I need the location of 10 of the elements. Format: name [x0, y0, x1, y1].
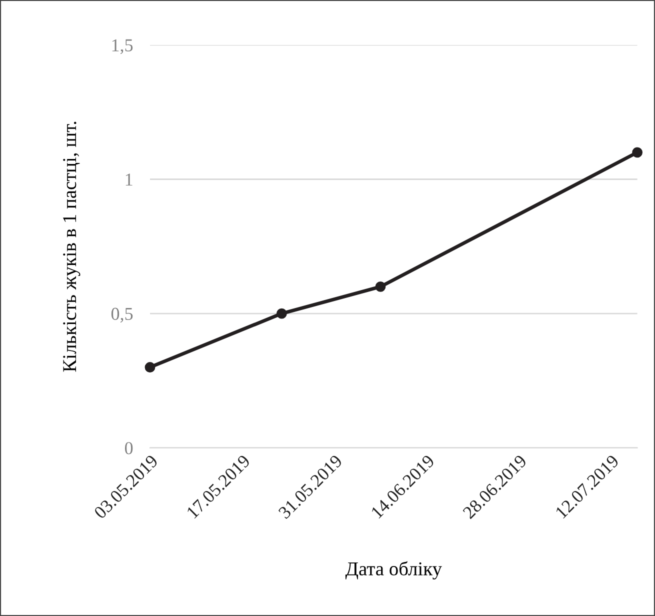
point: [375, 281, 386, 292]
y-axis-title: Кількість жуків в 1 пастці, шт.: [63, 122, 80, 372]
point: [632, 147, 643, 158]
point: [144, 362, 156, 372]
y-tick-label: 0,5: [111, 308, 133, 323]
y-tick-label: 1: [126, 174, 132, 186]
y-tick-label: 0: [124, 442, 133, 454]
x-axis-title: Дата обліку: [345, 561, 442, 580]
y-tick-label: 1,5: [112, 39, 133, 54]
point: [276, 308, 287, 319]
